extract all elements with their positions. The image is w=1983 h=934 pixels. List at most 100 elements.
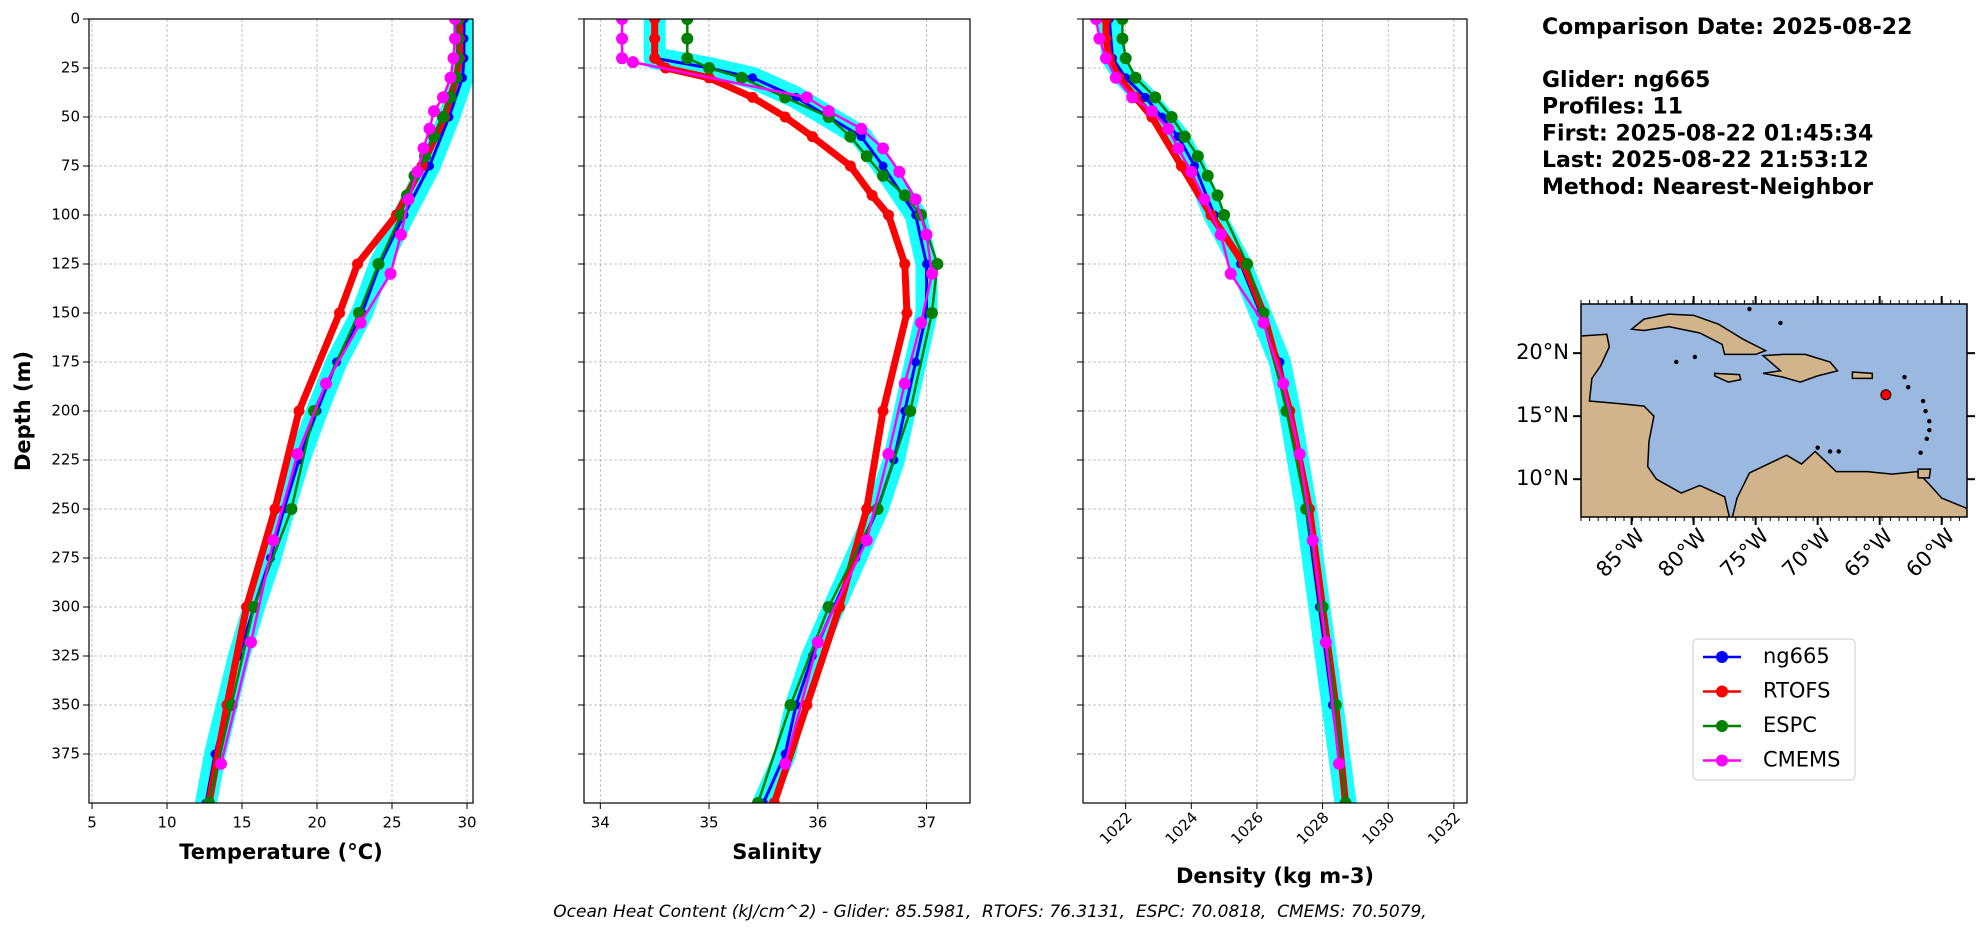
legend-marker xyxy=(1716,685,1728,698)
profile-marker xyxy=(1316,601,1329,613)
profile-marker xyxy=(423,122,436,135)
profile-marker xyxy=(735,71,748,84)
y-tick-label: 75 xyxy=(61,157,80,175)
y-axis-label: Depth (m) xyxy=(11,351,35,471)
x-tick-label: 65°W xyxy=(1839,524,1897,582)
map-frame xyxy=(1580,303,1968,518)
profile-marker xyxy=(822,105,835,118)
x-tick-label: 1024 xyxy=(1162,808,1202,848)
profile-marker xyxy=(437,111,449,123)
profile-marker xyxy=(616,19,629,25)
legend-label: RTOFS xyxy=(1763,679,1830,703)
island xyxy=(1924,436,1930,442)
profile-marker xyxy=(1109,71,1122,84)
y-tick-label: 10°N xyxy=(1516,466,1569,490)
profile-marker xyxy=(806,131,818,143)
profile-marker xyxy=(402,193,415,206)
y-tick-label: 175 xyxy=(51,353,80,371)
profile-marker xyxy=(616,32,629,45)
x-tick-label: 37 xyxy=(917,814,936,832)
profile-marker xyxy=(800,91,813,104)
legend-label: ESPC xyxy=(1763,713,1817,737)
profile-marker xyxy=(384,267,397,280)
profile-marker xyxy=(901,307,913,319)
profile-marker xyxy=(1277,377,1290,390)
profile-marker xyxy=(898,189,911,202)
x-tick-label: 20 xyxy=(307,814,326,832)
profile-marker xyxy=(1100,19,1112,25)
x-tick-label: 60°W xyxy=(1901,524,1959,582)
profile-marker xyxy=(748,73,758,83)
profile-marker xyxy=(899,258,911,270)
profile-marker xyxy=(1339,797,1352,803)
profile-marker xyxy=(703,62,716,74)
glider-location xyxy=(1880,389,1892,401)
footer: Ocean Heat Content (kJ/cm^2) - Glider: 8… xyxy=(553,902,1426,922)
y-tick-label: 125 xyxy=(51,255,80,273)
y-tick-label: 15°N xyxy=(1516,403,1569,427)
y-tick-label: 150 xyxy=(51,304,80,322)
profile-marker xyxy=(855,122,868,135)
profile-marker xyxy=(861,503,873,515)
profile-marker xyxy=(428,105,440,118)
profile-marker xyxy=(909,193,922,206)
x-axis-label: Density (kg m-3) xyxy=(1176,864,1374,888)
profile-marker xyxy=(649,33,661,45)
x-tick-label: 1026 xyxy=(1227,808,1267,848)
info-title: Comparison Date: 2025-08-22 xyxy=(1542,15,1912,40)
profile-marker xyxy=(877,405,889,417)
profile-marker xyxy=(449,19,461,25)
profile-marker xyxy=(784,699,797,711)
profile-marker xyxy=(931,258,944,270)
profile-marker xyxy=(1257,307,1270,319)
y-tick-label: 325 xyxy=(51,647,80,665)
y-tick-label: 0 xyxy=(70,10,80,28)
profile-marker xyxy=(245,636,257,649)
profile-marker xyxy=(626,56,639,69)
x-tick-label: 1028 xyxy=(1293,808,1333,848)
profile-marker xyxy=(1241,258,1254,270)
profile-marker xyxy=(866,189,878,201)
legend-marker xyxy=(1716,754,1728,767)
x-tick-label: 15 xyxy=(232,814,251,832)
profile-marker xyxy=(877,142,890,155)
profile-marker xyxy=(1224,267,1237,280)
profile-marker xyxy=(779,111,791,123)
y-tick-label: 100 xyxy=(51,206,80,224)
axes-frame xyxy=(583,18,971,804)
y-tick-label: 350 xyxy=(51,696,80,714)
profile-marker xyxy=(1093,32,1106,45)
x-tick-label: 30 xyxy=(457,814,476,832)
profile-marker xyxy=(801,699,813,711)
profile-marker xyxy=(681,32,694,45)
profile-marker xyxy=(1198,193,1211,206)
profile-marker xyxy=(444,71,457,84)
profile-marker xyxy=(1293,448,1306,461)
y-tick-label: 25 xyxy=(61,59,80,77)
profile-marker xyxy=(395,228,407,241)
land xyxy=(1629,313,1768,356)
legend-label: CMEMS xyxy=(1763,748,1841,772)
profile-marker xyxy=(1218,209,1231,221)
land xyxy=(1761,353,1839,383)
profile-marker xyxy=(925,267,938,280)
plot-area xyxy=(195,19,473,803)
profile-marker xyxy=(860,534,873,547)
info-line: Last: 2025-08-22 21:53:12 xyxy=(1542,148,1869,173)
y-tick-label: 250 xyxy=(51,500,80,518)
y-tick-label: 50 xyxy=(61,108,80,126)
x-tick-label: 80°W xyxy=(1653,524,1711,582)
profile-marker xyxy=(1140,92,1150,102)
info-line: Profiles: 11 xyxy=(1542,95,1683,120)
island xyxy=(1815,445,1820,450)
land xyxy=(1917,468,1932,479)
profile-marker xyxy=(447,52,460,65)
profile-marker xyxy=(269,503,281,515)
profile-marker xyxy=(844,130,857,143)
island xyxy=(1906,384,1911,390)
island xyxy=(1674,359,1679,365)
profile-marker xyxy=(922,259,932,269)
legend-marker xyxy=(1716,720,1728,732)
profile-marker xyxy=(267,534,280,547)
plot-area xyxy=(616,19,944,803)
